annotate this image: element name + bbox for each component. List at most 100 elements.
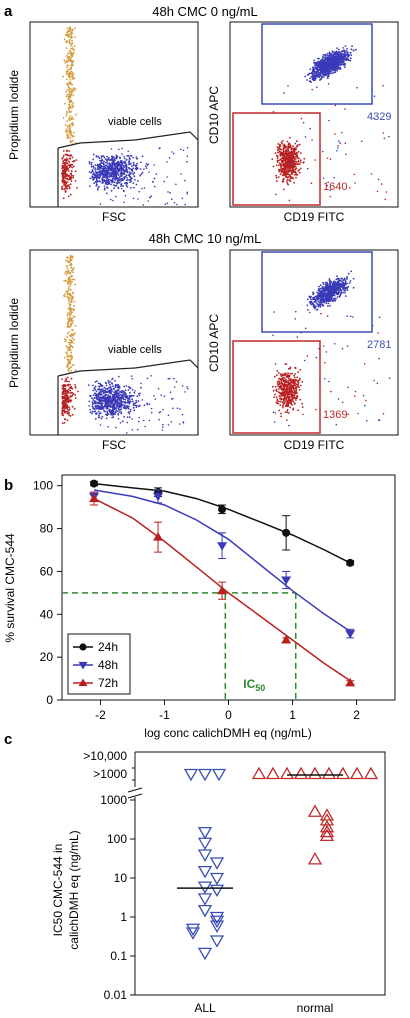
cd10-blue-dot	[339, 55, 342, 57]
cd19-red-dot	[295, 396, 298, 399]
cd19-red-dot	[296, 145, 299, 148]
cd19-red-dot	[286, 181, 288, 183]
cd10-blue-dot	[335, 291, 338, 294]
sparse-blue-dot	[175, 183, 177, 186]
cd19-red-dot	[292, 407, 295, 410]
pi-positive-dot	[66, 358, 69, 361]
sparse-blue-dot	[120, 399, 123, 402]
cd19-red-dot	[289, 159, 292, 162]
pi-positive-dot	[72, 267, 75, 269]
pi-positive-dot	[66, 71, 68, 73]
sparse-blue-dot	[186, 155, 189, 158]
viable-blue-dot	[108, 167, 111, 170]
viable-blue-dot	[106, 408, 109, 410]
cd19-red-dot	[293, 163, 295, 166]
viable-blue-dot	[104, 403, 107, 406]
cd10-blue-dot	[317, 57, 319, 60]
stray-dot	[314, 159, 317, 161]
sparse-blue-dot	[161, 429, 164, 431]
cd10-blue-dot	[349, 280, 352, 282]
sparse-blue-dot	[171, 398, 173, 400]
pi-positive-dot	[65, 259, 67, 262]
cd19-red-dot	[286, 152, 289, 155]
cd10-blue-dot	[334, 64, 336, 67]
pi-positive-dot	[72, 271, 74, 274]
cd19-red-dot	[293, 389, 296, 392]
stray-dot	[293, 380, 296, 383]
pi-positive-dot	[73, 333, 75, 336]
viable-red-dot	[70, 399, 72, 402]
pi-positive-dot	[68, 305, 71, 308]
pi-positive-dot	[73, 77, 76, 79]
cd10-blue-dot	[333, 299, 336, 302]
pi-positive-dot	[64, 272, 66, 274]
viable-blue-dot	[126, 401, 129, 404]
viable-blue-dot	[102, 163, 105, 166]
viable-blue-dot	[148, 403, 151, 406]
viable-blue-dot	[126, 416, 129, 418]
viable-blue-dot	[113, 172, 115, 175]
cd19-red-dot	[288, 398, 290, 401]
stray-dot	[335, 423, 338, 426]
pi-positive-dot	[67, 270, 69, 273]
viable-blue-dot	[95, 390, 98, 392]
pi-positive-dot	[67, 95, 70, 98]
cd10-blue-dot	[349, 52, 352, 54]
viable-blue-dot	[125, 385, 128, 387]
sparse-blue-dot	[162, 409, 164, 411]
cd10-blue-dot	[328, 288, 331, 291]
viable-blue-dot	[95, 178, 98, 181]
sparse-blue-dot	[147, 200, 150, 202]
cd10-blue-dot	[346, 48, 348, 50]
cd10-blue-dot	[325, 54, 328, 56]
cd10-blue-dot	[322, 297, 325, 300]
viable-red-dot	[66, 410, 69, 413]
cd19-red-dot	[278, 164, 280, 167]
viable-red-dot	[63, 179, 66, 182]
cd10-blue-dot	[344, 58, 347, 61]
pi-positive-dot	[65, 345, 68, 347]
pi-positive-dot	[70, 351, 73, 354]
cd10-blue-dot	[344, 286, 347, 289]
cd19-red-dot	[298, 386, 300, 388]
pi-positive-dot	[66, 133, 69, 136]
viable-blue-dot	[93, 176, 95, 179]
cd19-red-dot	[295, 162, 297, 165]
cd19-red-dot	[298, 171, 301, 174]
pi-positive-dot	[65, 66, 68, 68]
cd19-red-dot	[287, 387, 290, 390]
viable-red-dot	[70, 180, 73, 183]
viable-red-dot	[65, 379, 68, 382]
stray-dot	[388, 377, 391, 379]
cd10-blue-dot	[324, 73, 327, 75]
viable-red-dot	[61, 157, 64, 160]
pi-positive-dot	[66, 111, 68, 113]
pi-positive-dot	[71, 295, 74, 298]
cd10-blue-dot	[320, 300, 322, 303]
stray-dot	[320, 312, 322, 315]
cd19-red-dot	[295, 176, 297, 179]
stray-dot	[337, 144, 339, 147]
viable-blue-dot	[132, 161, 135, 164]
viable-blue-dot	[91, 170, 94, 173]
cd10-blue-dot	[312, 69, 315, 71]
cd19-red-dot	[295, 389, 298, 391]
stray-dot	[376, 190, 379, 193]
cd10-blue-dot	[310, 76, 313, 78]
viable-red-dot	[67, 412, 70, 415]
sparse-blue-dot	[175, 381, 178, 383]
cd19-red-dot	[296, 376, 299, 379]
sparse-blue-dot	[180, 173, 182, 175]
viable-red-dot	[70, 176, 72, 179]
cd19-red-dot	[296, 155, 299, 158]
cd19-red-dot	[298, 143, 301, 146]
viable-blue-dot	[95, 171, 97, 173]
viable-blue-dot	[105, 417, 108, 420]
sparse-blue-dot	[131, 429, 134, 431]
cd19-red-dot	[282, 398, 284, 401]
pi-positive-dot	[69, 139, 72, 142]
viable-blue-dot	[104, 399, 107, 401]
pi-positive-dot	[67, 355, 69, 358]
cd10-blue-dot	[327, 297, 330, 300]
cd19-red-dot	[282, 155, 284, 158]
